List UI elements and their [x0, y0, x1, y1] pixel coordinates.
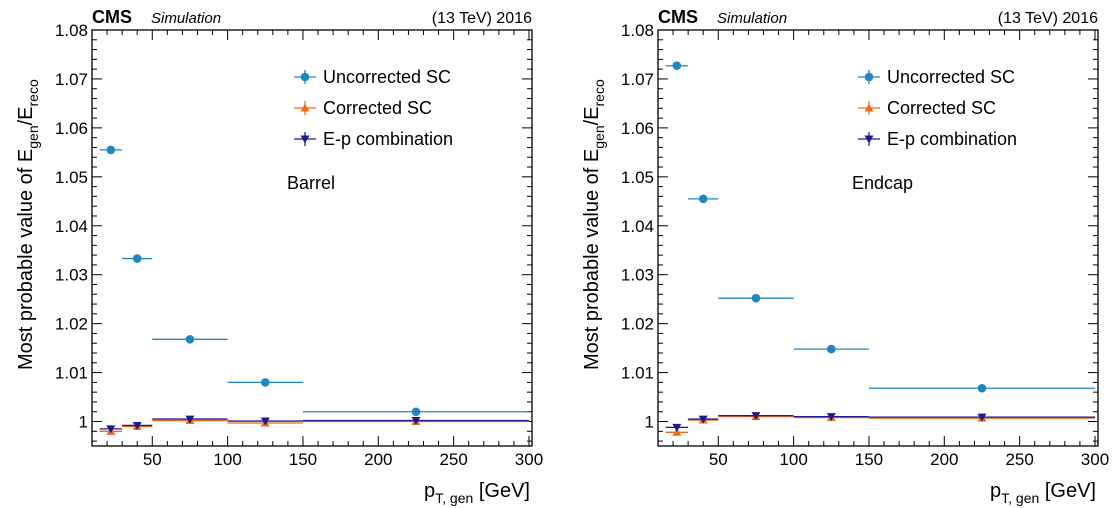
x-tick-label: 300: [515, 450, 543, 469]
y-tick-label: 1.08: [55, 21, 88, 40]
legend-label: Uncorrected SC: [887, 67, 1015, 87]
legend-marker-circle: [300, 72, 310, 82]
y-tick-label: 1.01: [55, 364, 88, 383]
y-tick-label: 1.05: [621, 168, 654, 187]
x-axis-title: pT, gen [GeV]: [990, 480, 1096, 506]
x-tick-label: 50: [143, 450, 162, 469]
data-point-circle: [132, 254, 142, 263]
data-point-triangle-down: [698, 415, 708, 424]
barrel-chart-panel: CMS Simulation (13 TeV) 2016 50 100 150 200…: [15, 7, 543, 506]
legend-marker-triangle-up: [864, 103, 874, 112]
simulation-label: Simulation: [151, 10, 221, 27]
ticks: [657, 29, 1098, 446]
y-tick-labels: 1 1.01 1.02 1.03 1.04 1.05 1.06 1.07 1.08: [621, 21, 654, 432]
x-tick-label: 200: [364, 450, 392, 469]
x-tick-label: 50: [709, 450, 728, 469]
y-tick-labels: 1 1.01 1.02 1.03 1.04 1.05 1.06 1.07 1.08: [55, 21, 88, 432]
x-tick-labels: 50 100 150 200 250 300: [143, 450, 543, 469]
cms-label: CMS: [92, 7, 132, 27]
markers: [106, 145, 421, 435]
y-tick-label: 1.03: [55, 266, 88, 285]
data-point-triangle-down: [411, 417, 421, 426]
y-tick-label: 1.06: [55, 119, 88, 138]
x-tick-label: 250: [1005, 450, 1033, 469]
energy-label: (13 TeV) 2016: [432, 10, 532, 27]
x-tick-label: 100: [213, 450, 241, 469]
y-tick-label: 1.07: [621, 70, 654, 89]
y-axis-title: Most probable value of Egen/Ereco: [15, 79, 41, 370]
x-tick-label: 200: [930, 450, 958, 469]
data-point-triangle-down: [751, 412, 761, 421]
y-tick-label: 1.08: [621, 21, 654, 40]
markers: [672, 61, 987, 436]
data-point-circle: [977, 383, 987, 393]
legend-entry-uncorrected: Uncorrected SC: [858, 67, 1015, 87]
legend-entry-corrected: Corrected SC: [858, 98, 996, 118]
cms-label: CMS: [658, 7, 698, 27]
legend-label: Corrected SC: [323, 98, 432, 118]
y-tick-label: 1.04: [621, 217, 654, 236]
energy-label: (13 TeV) 2016: [998, 10, 1098, 27]
y-tick-label: 1.06: [621, 119, 654, 138]
data-point-triangle-down: [977, 413, 987, 422]
y-tick-label: 1.05: [55, 168, 88, 187]
y-tick-label: 1.02: [621, 315, 654, 334]
x-tick-label: 150: [855, 450, 883, 469]
legend-label: E-p combination: [887, 129, 1017, 149]
error-bars: [665, 65, 1095, 433]
simulation-label: Simulation: [717, 10, 787, 27]
legend-label: Corrected SC: [887, 98, 996, 118]
y-axis-title: Most probable value of Egen/Ereco: [581, 79, 607, 370]
y-tick-label: 1: [645, 413, 654, 432]
data-point-triangle-down: [132, 421, 142, 430]
data-point-triangle-down: [106, 425, 116, 434]
x-axis-title: pT, gen [GeV]: [424, 480, 530, 506]
data-point-triangle-down: [185, 415, 195, 424]
data-point-circle: [672, 61, 682, 71]
legend: Uncorrected SC Corrected SC E-p combinat…: [294, 67, 453, 149]
data-point-triangle-down: [260, 417, 270, 426]
legend-marker-circle: [864, 72, 874, 82]
legend-marker-triangle-down: [864, 135, 874, 144]
legend: Uncorrected SC Corrected SC E-p combinat…: [858, 67, 1017, 149]
y-tick-label: 1.03: [621, 266, 654, 285]
legend-marker-triangle-up: [300, 103, 310, 112]
data-point-circle: [260, 378, 270, 387]
legend-entry-uncorrected: Uncorrected SC: [294, 67, 451, 87]
y-tick-label: 1.02: [55, 315, 88, 334]
x-tick-label: 300: [1081, 450, 1109, 469]
y-tick-label: 1.01: [621, 364, 654, 383]
data-point-triangle-down: [826, 413, 836, 422]
y-tick-label: 1: [79, 413, 88, 432]
endcap-chart-panel: CMS Simulation (13 TeV) 2016 50 100 150 200…: [581, 7, 1109, 506]
plot-frame: [91, 29, 533, 447]
legend-label: E-p combination: [323, 129, 453, 149]
data-point-circle: [411, 407, 421, 417]
x-tick-label: 100: [779, 450, 807, 469]
region-label: Endcap: [852, 173, 913, 193]
legend-entry-ep-combination: E-p combination: [294, 129, 453, 149]
data-point-circle: [826, 344, 836, 354]
data-point-triangle-down: [672, 423, 682, 432]
ticks: [91, 29, 532, 446]
y-tick-label: 1.04: [55, 217, 88, 236]
x-tick-label: 150: [289, 450, 317, 469]
y-tick-label: 1.07: [55, 70, 88, 89]
data-point-circle: [185, 335, 195, 344]
data-point-circle: [698, 194, 708, 204]
region-label: Barrel: [287, 173, 335, 193]
data-point-circle: [106, 145, 116, 155]
legend-entry-corrected: Corrected SC: [294, 98, 432, 118]
legend-marker-triangle-down: [300, 135, 310, 144]
legend-entry-ep-combination: E-p combination: [858, 129, 1017, 149]
plot-frame: [657, 29, 1099, 447]
legend-label: Uncorrected SC: [323, 67, 451, 87]
data-point-circle: [751, 293, 761, 303]
x-tick-label: 250: [439, 450, 467, 469]
x-tick-labels: 50 100 150 200 250 300: [709, 450, 1109, 469]
